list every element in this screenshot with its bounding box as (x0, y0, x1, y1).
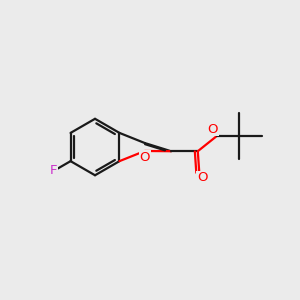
Text: F: F (50, 164, 58, 177)
Text: O: O (140, 151, 150, 164)
Text: O: O (207, 123, 218, 136)
Text: O: O (197, 172, 208, 184)
